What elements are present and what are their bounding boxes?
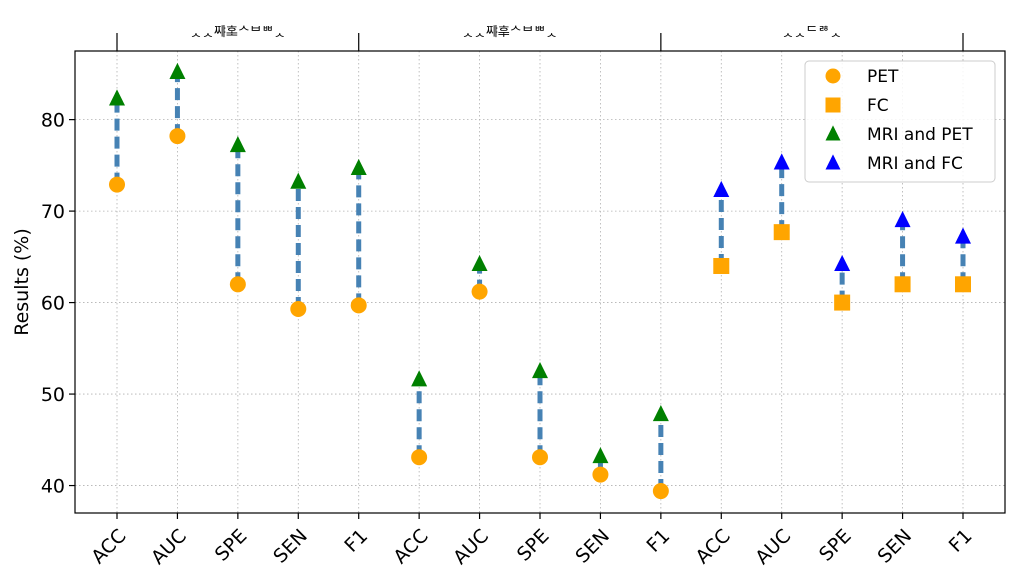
y-tick-label: 80	[41, 110, 65, 132]
pet-point	[290, 300, 307, 317]
pet-point	[652, 483, 669, 500]
mri-and-pet-point	[471, 254, 488, 272]
y-tick-label: 60	[41, 293, 65, 315]
legend-label: FC	[867, 96, 889, 116]
y-tick-label: 70	[41, 201, 65, 223]
x-tick-label: SPE	[211, 525, 252, 566]
mri-and-pet-point	[532, 361, 548, 379]
y-axis-label: Results (%)	[11, 228, 33, 336]
mri-and-fc-point	[894, 211, 911, 228]
pet-point	[169, 128, 186, 145]
y-tick-label: 40	[41, 476, 65, 498]
fc-point	[713, 257, 730, 274]
x-tick-label: ACC	[389, 525, 432, 568]
x-tick-label: AUC	[751, 525, 795, 569]
x-tick-label: SPE	[513, 525, 554, 566]
x-tick-label: F1	[340, 525, 372, 557]
mri-and-pet-point	[350, 158, 367, 176]
legend-marker	[825, 97, 841, 113]
mri-and-pet-point	[229, 136, 246, 153]
fc-point	[834, 294, 851, 311]
legend-marker	[825, 154, 841, 170]
legend: PET FC MRI and PET MRI and FC	[804, 60, 996, 183]
x-tick-label: SEN	[873, 525, 916, 568]
legend-label: PET	[867, 67, 899, 87]
mri-and-pet-point	[169, 62, 186, 79]
group-label: ᆺᆺᄃᄚᆺ	[782, 25, 842, 40]
legend-marker	[825, 68, 841, 84]
x-tick-label: SEN	[571, 525, 614, 568]
pet-point	[350, 297, 367, 314]
fc-point	[955, 276, 971, 293]
mri-and-pet-point	[109, 89, 125, 106]
mri-and-fc-point	[955, 227, 971, 244]
x-tick-label: ACC	[692, 525, 735, 568]
x-tick-label: F1	[643, 525, 675, 557]
x-tick-label: AUC	[449, 525, 493, 569]
mri-and-pet-point	[592, 447, 609, 464]
x-tick-label: ACC	[87, 525, 130, 568]
pet-point	[532, 449, 548, 466]
mri-and-pet-point	[652, 404, 669, 422]
x-tick-label: SEN	[269, 525, 312, 568]
legend-label: MRI and PET	[867, 125, 973, 145]
fc-point	[773, 224, 790, 241]
pet-point	[592, 466, 609, 483]
pet-point	[109, 176, 125, 193]
mri-and-pet-point	[411, 370, 428, 387]
legend-box	[804, 60, 996, 183]
x-tick-label: F1	[945, 525, 977, 557]
group-label: ᆺᆺᄍᆙᄒᆍᄉᄇᄈᆺ	[462, 25, 558, 40]
pet-point	[411, 449, 428, 466]
y-tick-label: 50	[41, 384, 65, 406]
pet-point	[229, 276, 246, 293]
legend-marker	[825, 125, 841, 141]
group-label: ᆺᆺᄍᆙᄒᆂᄉᄇᄈᆺ	[190, 25, 286, 40]
mri-and-fc-point	[834, 254, 851, 272]
x-tick-label: SPE	[815, 525, 856, 566]
mri-and-fc-point	[773, 153, 790, 170]
legend-label: MRI and FC	[867, 154, 963, 174]
pet-point	[471, 283, 488, 300]
mri-and-fc-point	[713, 180, 730, 197]
mri-and-pet-point	[290, 172, 307, 189]
fc-point	[894, 276, 911, 293]
x-tick-label: AUC	[147, 525, 191, 569]
